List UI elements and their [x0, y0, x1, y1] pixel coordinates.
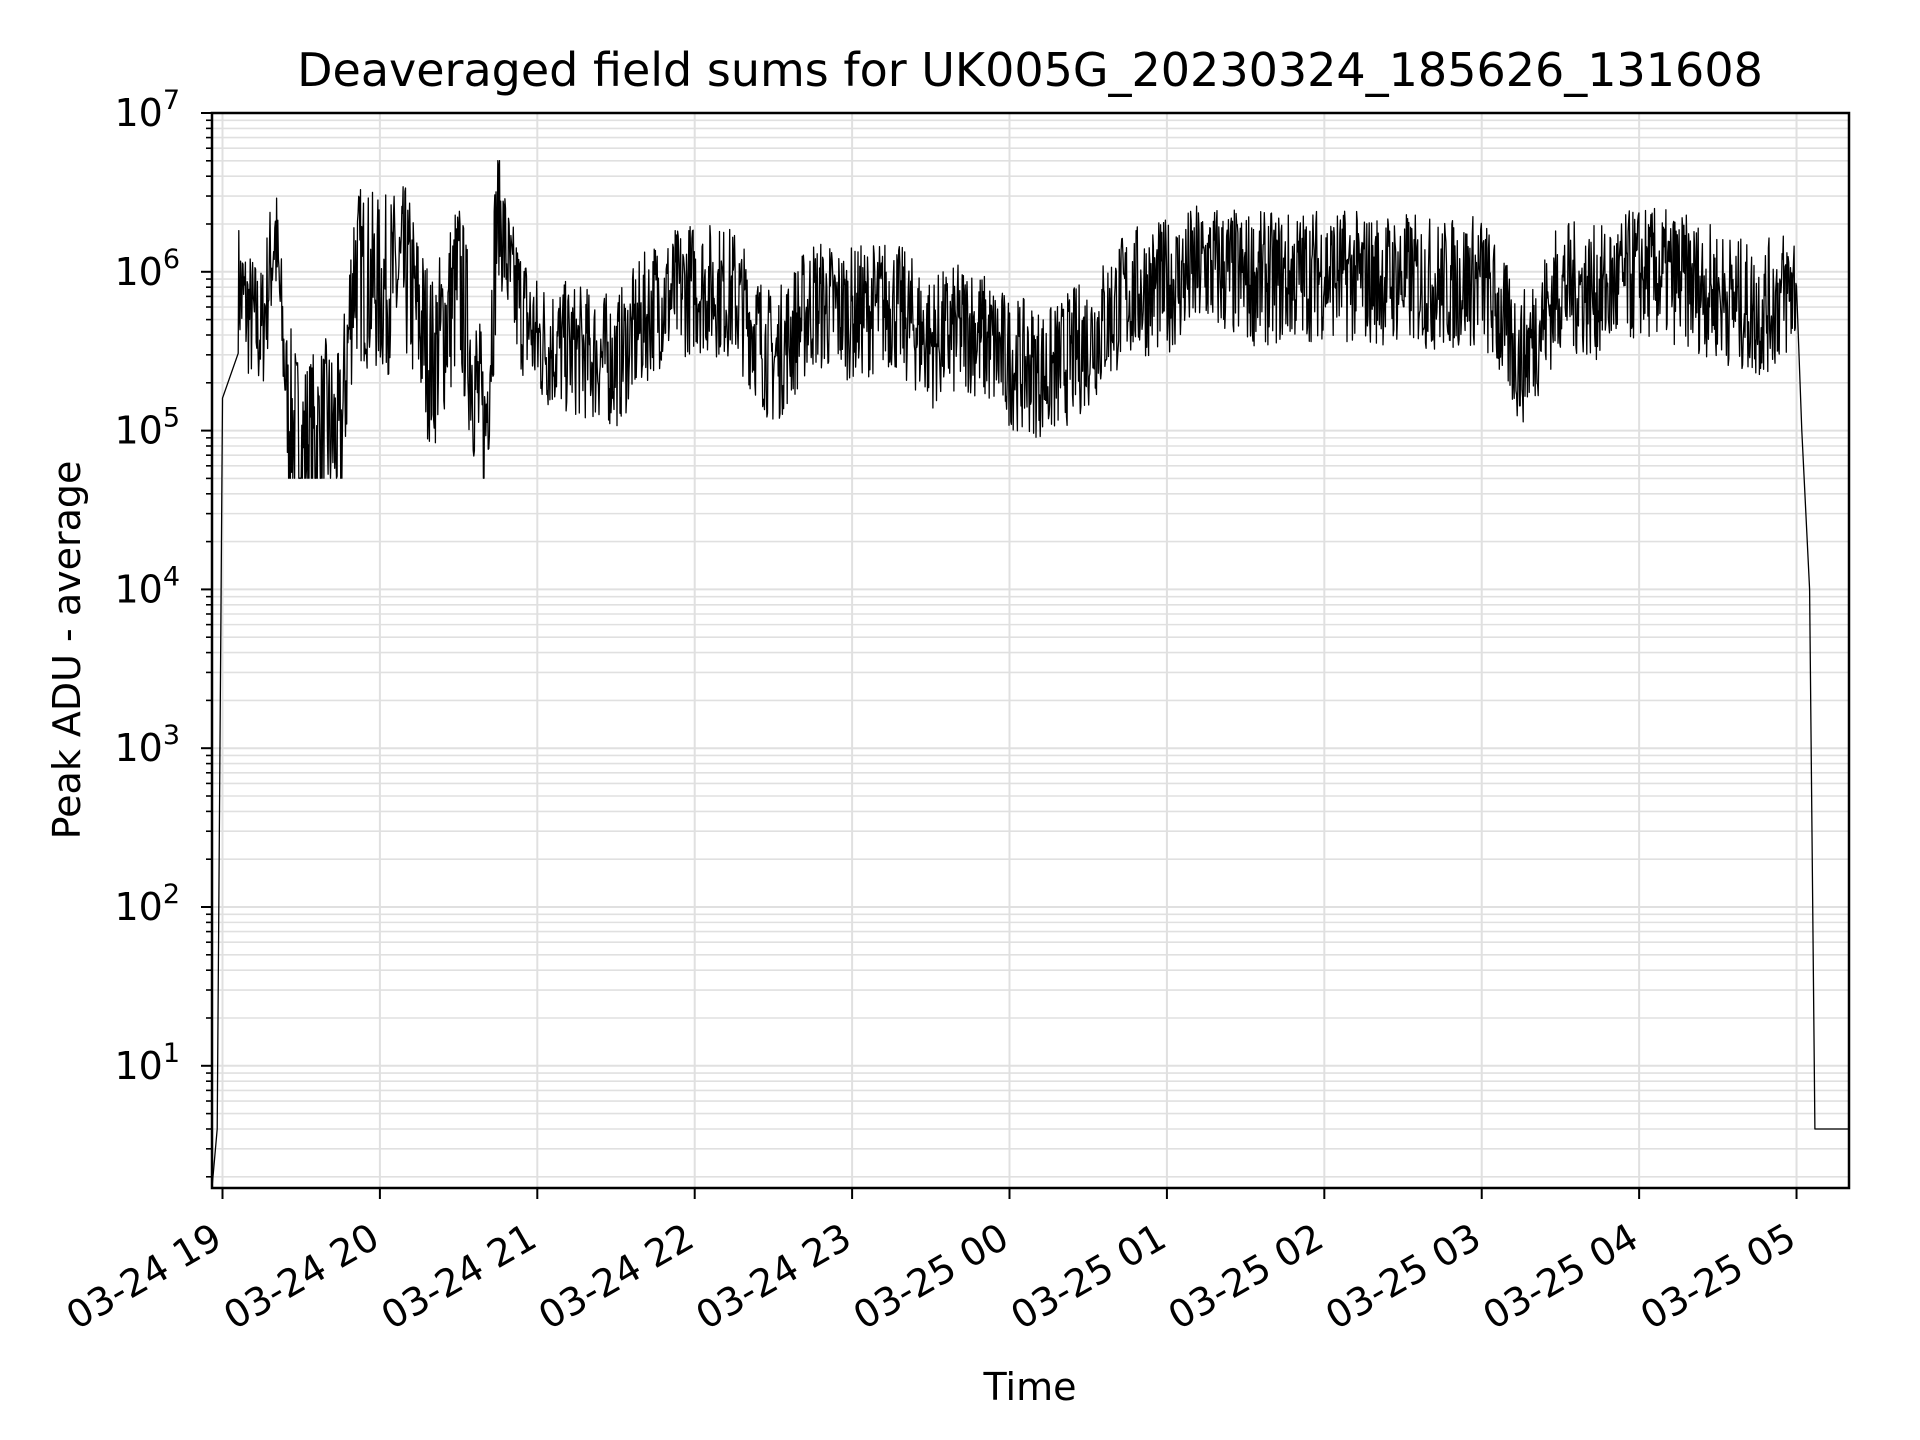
x-axis-label: Time: [983, 1365, 1077, 1409]
y-tick-label: 106: [114, 244, 180, 294]
y-tick-label: 105: [114, 403, 180, 453]
y-tick-label: 107: [114, 85, 180, 135]
grid-layer: [212, 113, 1849, 1188]
y-axis-label: Peak ADU - average: [45, 461, 89, 840]
y-tick-label: 104: [114, 561, 180, 611]
y-axis: 101 102 103 104 105 106 107: [114, 85, 212, 1178]
y-tick-label: 103: [114, 720, 180, 770]
plot-frame: [210, 111, 1851, 1190]
y-tick-label: 101: [114, 1038, 180, 1088]
y-tick-label: 102: [114, 879, 180, 929]
chart-title: Deaveraged field sums for UK005G_2023032…: [297, 43, 1763, 97]
series-line: [211, 159, 1849, 1189]
plot-layer: [211, 159, 1849, 1189]
